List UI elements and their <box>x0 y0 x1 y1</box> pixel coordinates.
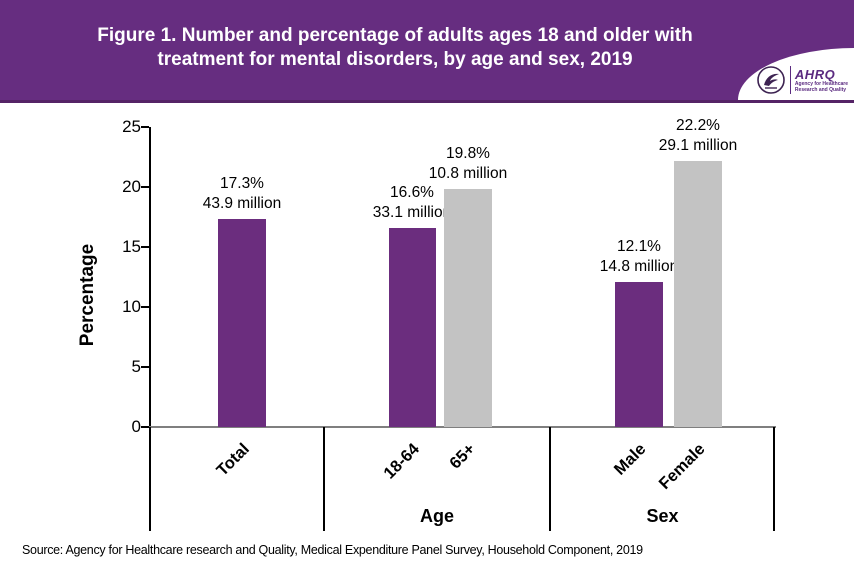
value-millions: 29.1 million <box>658 137 738 154</box>
y-tick-label-15: 15 <box>122 237 141 256</box>
category-divider-3 <box>773 427 775 531</box>
value-percent: 12.1% <box>617 238 661 255</box>
value-millions: 33.1 million <box>372 204 452 221</box>
ahrq-tagline-line1: Agency for Healthcare <box>794 80 848 87</box>
y-tick-mark-15 <box>141 246 149 248</box>
value-label-total: 17.3% 43.9 million <box>167 174 317 214</box>
value-label-18-64: 16.6% 33.1 million <box>337 183 487 223</box>
ahrq-logo-inner: AHRQ Agency for Healthcare Research and … <box>756 65 848 95</box>
value-label-65-: 19.8% 10.8 million <box>393 144 543 184</box>
bar-total <box>218 219 266 427</box>
y-tick-label-25: 25 <box>122 117 141 136</box>
value-percent: 17.3% <box>220 175 264 192</box>
source-note: Source: Agency for Healthcare research a… <box>22 543 643 557</box>
value-millions: 43.9 million <box>202 195 282 212</box>
bar-male <box>615 282 663 427</box>
header-banner: Figure 1. Number and percentage of adult… <box>0 0 854 103</box>
ahrq-acronym: AHRQ <box>794 66 836 82</box>
category-label-65-: 65+ <box>446 440 479 473</box>
figure-title-line1: Figure 1. Number and percentage of adult… <box>97 25 693 46</box>
y-tick-label-0: 0 <box>131 417 141 436</box>
value-percent: 16.6% <box>390 184 434 201</box>
logo-text-block: AHRQ Agency for Healthcare Research and … <box>795 68 848 93</box>
ahrq-logo: AHRQ Agency for Healthcare Research and … <box>738 48 854 100</box>
y-tick-mark-10 <box>141 306 149 308</box>
bar-65- <box>444 189 492 427</box>
group-label-age: Age <box>419 506 454 526</box>
hhs-eagle-icon <box>757 66 785 94</box>
category-divider-0 <box>149 427 151 531</box>
value-millions: 10.8 million <box>428 165 508 182</box>
ahrq-tagline-line2: Research and Quality <box>794 86 847 93</box>
bar-18-64 <box>388 228 436 427</box>
category-label-18-64: 18-64 <box>380 440 423 483</box>
group-label-sex: Sex <box>646 506 679 526</box>
figure-title-line2: treatment for mental disorders, by age a… <box>157 49 633 70</box>
bar-female <box>674 161 722 427</box>
x-axis-baseline <box>149 426 776 428</box>
y-tick-mark-0 <box>141 426 149 428</box>
value-percent: 19.8% <box>446 145 490 162</box>
y-axis-title: Percentage <box>77 243 98 347</box>
value-label-female: 22.2% 29.1 million <box>623 116 773 156</box>
category-label-total: Total <box>212 440 253 480</box>
category-divider-1 <box>323 427 325 531</box>
logo-divider <box>789 66 791 94</box>
category-label-male: Male <box>611 440 650 479</box>
figure-title: Figure 1. Number and percentage of adult… <box>0 24 790 72</box>
y-tick-mark-5 <box>141 366 149 368</box>
y-tick-mark-20 <box>141 186 149 188</box>
value-millions: 14.8 million <box>599 258 679 275</box>
value-label-male: 12.1% 14.8 million <box>564 237 714 277</box>
y-tick-label-10: 10 <box>122 297 141 316</box>
category-label-female: Female <box>655 440 709 493</box>
category-divider-2 <box>549 427 551 531</box>
y-axis-line <box>149 127 151 427</box>
value-percent: 22.2% <box>676 117 720 134</box>
y-tick-mark-25 <box>141 126 149 128</box>
y-tick-label-5: 5 <box>131 357 141 376</box>
y-tick-label-20: 20 <box>122 177 141 196</box>
